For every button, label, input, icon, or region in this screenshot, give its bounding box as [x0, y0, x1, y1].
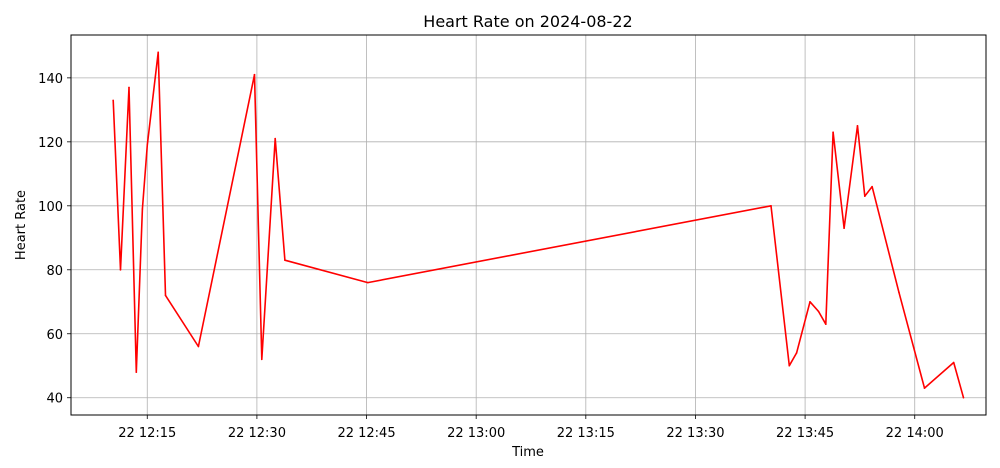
y-tick-label: 40 [46, 392, 63, 407]
data-point [863, 195, 866, 198]
x-tick-label: 22 13:15 [557, 426, 615, 441]
data-point [770, 205, 772, 207]
data-point [135, 371, 138, 373]
data-point [119, 268, 122, 271]
data-point [284, 259, 286, 261]
data-point [898, 291, 900, 293]
data-point [871, 185, 873, 188]
data-point [832, 131, 834, 134]
y-tick-label: 140 [38, 72, 63, 87]
x-tick-label: 22 14:00 [886, 426, 944, 441]
y-tick-label: 100 [38, 200, 63, 215]
x-tick-label: 22 13:30 [666, 426, 724, 441]
data-point [795, 352, 798, 354]
data-point [843, 227, 845, 229]
data-point [952, 361, 955, 364]
data-point [962, 396, 965, 399]
data-point [274, 137, 276, 140]
data-point [817, 310, 820, 313]
data-point [112, 99, 114, 102]
data-point [923, 387, 926, 389]
data-point [128, 86, 130, 89]
grid-lines [71, 35, 986, 415]
x-axis-label: Time [511, 445, 544, 460]
data-point [825, 323, 827, 325]
y-axis-label: Heart Rate [14, 190, 29, 260]
data-point [157, 51, 160, 54]
data-point [856, 125, 859, 127]
data-point [146, 144, 149, 146]
data-point [253, 73, 256, 76]
x-tick-label: 22 13:00 [447, 426, 505, 441]
data-point [366, 281, 369, 284]
axis-ticks: 22 12:15 22 12:30 22 12:45 22 13:00 22 13:15… [38, 72, 944, 441]
data-point [809, 300, 811, 303]
data-point [197, 345, 200, 348]
x-tick-label: 22 12:45 [337, 426, 395, 441]
x-tick-label: 22 12:30 [228, 426, 286, 441]
data-point [141, 208, 144, 210]
data-point [788, 364, 791, 367]
x-tick-label: 22 13:45 [776, 426, 834, 441]
x-tick-label: 22 12:15 [118, 426, 176, 441]
y-tick-label: 60 [46, 328, 63, 343]
chart-title: Heart Rate on 2024-08-22 [423, 12, 632, 31]
y-tick-label: 120 [38, 136, 63, 151]
plot-frame [70, 34, 987, 416]
y-tick-label: 80 [46, 264, 63, 279]
data-point [260, 358, 263, 361]
series-line-layer [112, 51, 965, 399]
data-point [164, 294, 167, 297]
